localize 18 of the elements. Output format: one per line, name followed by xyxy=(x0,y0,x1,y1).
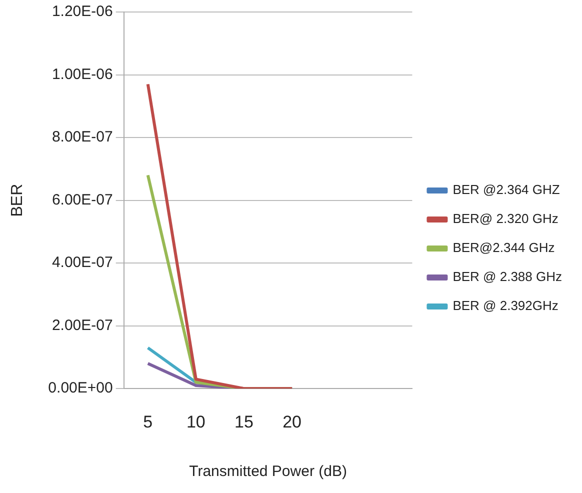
x-tick-label: 15 xyxy=(234,412,254,432)
y-axis-title: BER xyxy=(9,184,26,217)
x-axis-title: Transmitted Power (dB) xyxy=(189,463,347,480)
legend-label: BER @ 2.388 GHz xyxy=(452,269,562,284)
x-tick-label: 10 xyxy=(186,412,206,432)
legend-label: BER@2.344 GHz xyxy=(452,240,555,256)
y-tick-label: 0.00E+00 xyxy=(48,380,113,397)
x-tick-label: 5 xyxy=(143,412,153,432)
y-tick-label: 8.00E-07 xyxy=(52,128,113,146)
y-tick-label: 4.00E-07 xyxy=(52,254,113,272)
legend-label: BER @ 2.392GHz xyxy=(452,298,558,314)
y-tick-label: 6.00E-07 xyxy=(52,191,113,208)
legend-label: BER@ 2.320 GHz xyxy=(452,211,558,226)
y-tick-label: 1.00E-06 xyxy=(52,66,113,83)
y-tick-label: 1.20E-06 xyxy=(52,3,113,20)
y-tick-label: 2.00E-07 xyxy=(52,316,113,334)
legend-label: BER @2.364 GHZ xyxy=(452,182,560,198)
x-tick-label: 20 xyxy=(282,412,302,432)
